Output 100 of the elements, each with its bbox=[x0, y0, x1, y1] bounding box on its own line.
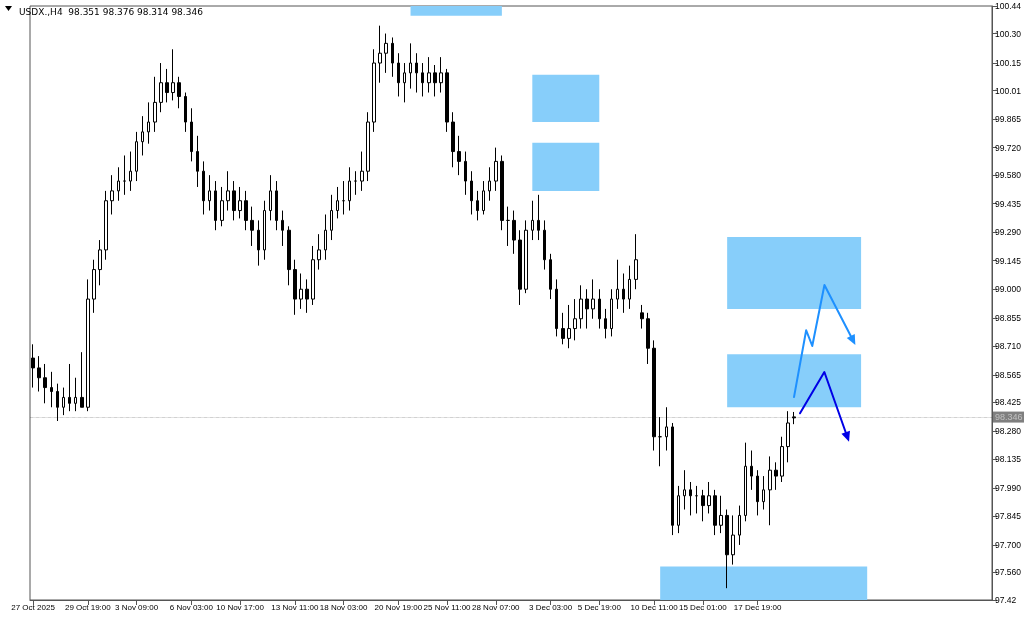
candlestick bbox=[336, 186, 339, 219]
candlestick bbox=[665, 406, 668, 452]
candlestick bbox=[683, 469, 686, 511]
y-tick-label: 99.290 bbox=[995, 227, 1022, 238]
candlestick bbox=[317, 233, 321, 271]
candlestick bbox=[74, 377, 77, 412]
y-tick-label: 98.425 bbox=[995, 397, 1022, 408]
x-tick-label: 10 Nov 17:00 bbox=[216, 602, 265, 612]
candlestick bbox=[750, 450, 753, 491]
candlestick bbox=[792, 411, 796, 425]
candlestick bbox=[372, 48, 376, 133]
candlestick bbox=[56, 383, 59, 422]
candlestick bbox=[549, 253, 552, 300]
candlestick bbox=[202, 160, 205, 215]
y-tick-label: 100.15 bbox=[995, 58, 1022, 69]
chart-title: USDX.,H4 98.351 98.376 98.314 98.346 bbox=[19, 6, 204, 17]
candlestick bbox=[482, 180, 485, 215]
candlestick bbox=[531, 200, 534, 241]
y-tick-label: 98.565 bbox=[995, 369, 1022, 380]
candlestick bbox=[707, 481, 711, 514]
candlestick bbox=[50, 371, 53, 408]
candlestick bbox=[543, 219, 546, 271]
candlestick bbox=[415, 52, 418, 94]
candlestick bbox=[464, 151, 467, 196]
candlestick bbox=[451, 111, 455, 168]
candlestick bbox=[208, 174, 211, 212]
candlestick bbox=[104, 190, 108, 261]
candlestick bbox=[457, 135, 461, 176]
y-tick-label: 98.710 bbox=[995, 341, 1022, 352]
candlestick bbox=[470, 170, 473, 215]
y-tick-label: 100.44 bbox=[995, 1, 1022, 11]
ref-line-label: 98.346 bbox=[995, 412, 1023, 423]
x-tick-label: 5 Dec 19:00 bbox=[577, 602, 622, 612]
candlestick bbox=[731, 514, 735, 566]
candlestick bbox=[561, 312, 565, 345]
candlestick bbox=[652, 339, 656, 452]
y-tick-label: 99.000 bbox=[995, 284, 1022, 295]
candlestick bbox=[190, 107, 193, 162]
candlestick bbox=[141, 115, 144, 156]
candlestick bbox=[786, 410, 790, 463]
candlestick bbox=[713, 489, 717, 536]
candlestick bbox=[640, 304, 644, 330]
candlestick bbox=[433, 64, 437, 97]
candlestick bbox=[366, 111, 370, 182]
candlestick bbox=[80, 351, 84, 408]
candlestick bbox=[579, 284, 583, 330]
x-tick-label: 25 Nov 11:00 bbox=[423, 602, 472, 612]
candlestick bbox=[348, 166, 351, 212]
candlestick bbox=[171, 48, 175, 101]
x-tick-label: 17 Dec 19:00 bbox=[733, 602, 782, 612]
candlestick bbox=[92, 259, 96, 314]
candlestick bbox=[391, 36, 394, 78]
candlestick bbox=[123, 154, 126, 196]
x-tick-label: 3 Dec 03:00 bbox=[529, 602, 573, 612]
candlestick bbox=[701, 489, 705, 522]
x-tick-label: 15 Dec 01:00 bbox=[678, 602, 728, 612]
candlestick bbox=[330, 194, 333, 241]
candlestick bbox=[646, 312, 650, 365]
candlestick bbox=[555, 278, 558, 337]
candlestick bbox=[403, 62, 406, 103]
y-tick-label: 97.990 bbox=[995, 482, 1022, 493]
candlestick bbox=[768, 455, 772, 526]
candlestick bbox=[439, 56, 443, 94]
x-tick-label: 6 Nov 03:00 bbox=[169, 602, 214, 612]
x-tick-label: 29 Oct 19:00 bbox=[64, 602, 112, 612]
candlestick bbox=[287, 225, 291, 286]
candlestick bbox=[214, 180, 217, 231]
candlestick bbox=[220, 186, 224, 227]
candlestick bbox=[585, 288, 589, 330]
y-tick-label: 97.42 bbox=[995, 595, 1017, 605]
y-tick-label: 98.135 bbox=[995, 454, 1022, 465]
candlestick bbox=[324, 213, 327, 261]
candlestick bbox=[165, 68, 169, 103]
x-tick-label: 18 Nov 03:00 bbox=[319, 602, 368, 612]
y-tick-label: 97.700 bbox=[995, 539, 1022, 550]
candlestick bbox=[689, 481, 692, 516]
candlestick bbox=[293, 259, 297, 316]
candlestick bbox=[445, 68, 449, 133]
candlestick bbox=[488, 166, 491, 202]
x-tick-label: 13 Nov 11:00 bbox=[271, 602, 319, 612]
x-tick-label: 20 Nov 19:00 bbox=[374, 602, 423, 612]
candlestick bbox=[342, 180, 345, 215]
y-tick-label: 99.865 bbox=[995, 114, 1022, 125]
candlestick bbox=[299, 273, 303, 310]
candlestick bbox=[762, 475, 765, 511]
y-tick-label: 100.30 bbox=[995, 28, 1022, 39]
candlestick bbox=[573, 298, 577, 341]
candlestick bbox=[598, 288, 601, 330]
candlestick bbox=[263, 200, 266, 261]
candlestick bbox=[397, 52, 400, 97]
candlestick bbox=[677, 485, 680, 534]
candlestick bbox=[378, 25, 382, 84]
candlestick bbox=[135, 131, 138, 182]
candlestick bbox=[159, 62, 163, 113]
y-tick-label: 100.01 bbox=[995, 85, 1022, 96]
candlestick bbox=[494, 147, 498, 192]
x-tick-label: 28 Nov 07:00 bbox=[471, 602, 521, 612]
candlestick bbox=[427, 56, 431, 94]
candlestick bbox=[281, 210, 284, 247]
candlestick bbox=[232, 180, 236, 221]
